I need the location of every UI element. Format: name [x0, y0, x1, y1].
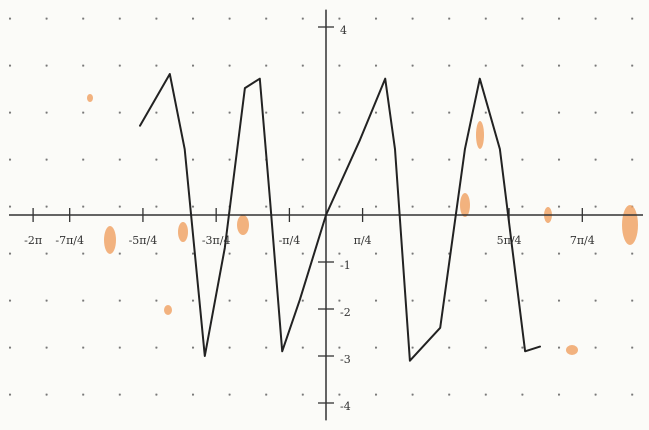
y-tick-label: 4 — [340, 24, 347, 37]
x-tick-label: -7π/4 — [55, 234, 84, 247]
chart: -2π-7π/4-5π/4-3π/4-π/4π/45π/47π/44-1-2-3… — [0, 0, 649, 430]
y-tick-label: -2 — [340, 306, 351, 319]
x-tick-label: -π/4 — [279, 234, 301, 247]
x-tick-label: 5π/4 — [497, 234, 522, 247]
y-tick-label: -3 — [340, 353, 351, 366]
y-tick-label: -4 — [340, 400, 351, 413]
x-tick-label: π/4 — [354, 234, 372, 247]
y-tick-label: -1 — [340, 259, 351, 272]
x-tick-label: -2π — [24, 234, 42, 247]
x-tick-label: -5π/4 — [129, 234, 158, 247]
x-tick-label: 7π/4 — [570, 234, 595, 247]
page: {"chart_data": {"type": "line", "x": [-3… — [0, 0, 649, 430]
